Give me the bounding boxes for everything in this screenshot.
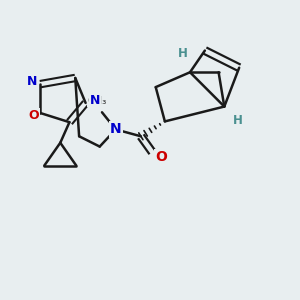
Text: N: N	[90, 94, 100, 107]
Text: CH₃: CH₃	[88, 96, 107, 106]
Text: N: N	[27, 75, 38, 88]
Text: O: O	[28, 109, 39, 122]
Text: H: H	[178, 47, 188, 61]
Text: H: H	[233, 114, 243, 127]
Text: O: O	[155, 150, 167, 164]
Text: N: N	[110, 122, 122, 136]
